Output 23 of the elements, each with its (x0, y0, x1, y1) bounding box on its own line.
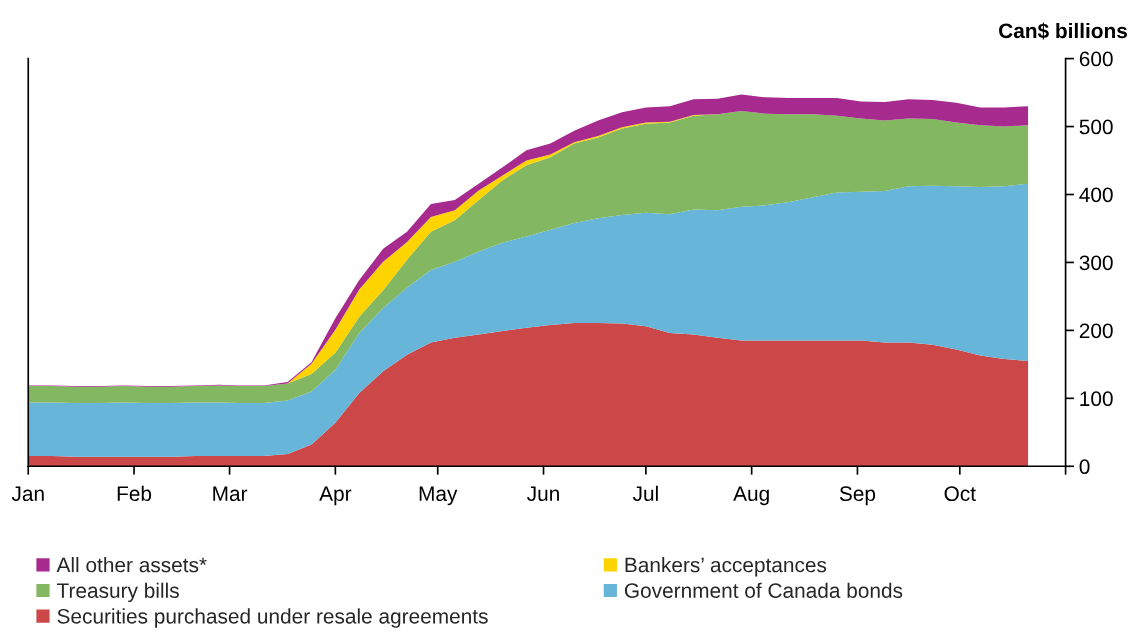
y-axis-title: Can$ billions (999, 22, 1127, 40)
y-tick-label: 400 (1079, 187, 1113, 203)
legend-label: All other assets* (56, 557, 207, 573)
legend-label: Securities purchased under resale agreements (57, 608, 488, 628)
y-tick-label: 600 (1079, 51, 1113, 67)
y-tick-label: 100 (1080, 391, 1113, 407)
legend-label: Bankers’ acceptances (625, 557, 827, 577)
y-tick-label: 0 (1079, 459, 1090, 475)
x-tick-label: May (419, 486, 458, 506)
y-tick-label: 200 (1079, 323, 1113, 339)
x-tick-label: Oct (944, 486, 976, 502)
legend-label: Government of Canada bonds (624, 582, 903, 598)
x-tick-label: Jul (632, 485, 658, 502)
x-tick-label: Mar (213, 486, 248, 502)
legend-label: Treasury bills (57, 582, 179, 603)
x-tick-label: Feb (117, 485, 152, 502)
y-tick-label: 500 (1079, 119, 1113, 135)
x-tick-label: Sep (839, 486, 876, 506)
x-tick-label: Jan (11, 486, 44, 502)
x-tick-label: Apr (319, 486, 352, 506)
y-tick-label: 300 (1079, 255, 1113, 271)
x-tick-label: Jun (527, 486, 559, 502)
x-tick-label: Aug (733, 486, 769, 506)
